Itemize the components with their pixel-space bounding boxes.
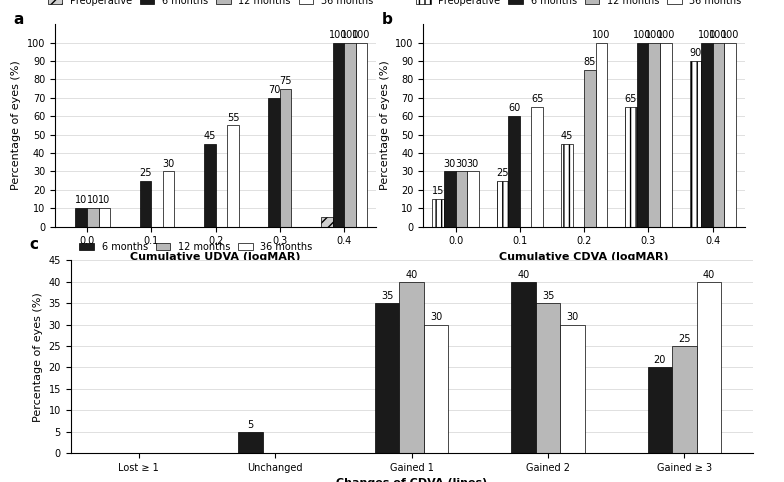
Bar: [508, 116, 520, 227]
Text: 85: 85: [583, 57, 596, 67]
Text: 45: 45: [204, 131, 216, 141]
Legend: Preoperative, 6 months, 12 months, 36 months: Preoperative, 6 months, 12 months, 36 mo…: [412, 0, 746, 10]
Text: 100: 100: [656, 30, 675, 40]
Bar: [697, 281, 721, 453]
Text: 30: 30: [162, 159, 175, 169]
Bar: [713, 42, 724, 227]
Bar: [724, 42, 736, 227]
Bar: [356, 42, 368, 227]
Bar: [456, 171, 467, 227]
Text: 10: 10: [98, 195, 111, 205]
Bar: [227, 125, 239, 227]
Bar: [424, 324, 448, 453]
Text: 25: 25: [496, 168, 509, 178]
Bar: [660, 42, 672, 227]
Text: 10: 10: [87, 195, 99, 205]
Bar: [496, 181, 508, 227]
Bar: [535, 303, 561, 453]
Text: c: c: [30, 237, 38, 252]
Text: 40: 40: [517, 269, 529, 280]
Text: 45: 45: [561, 131, 573, 141]
Bar: [238, 432, 263, 453]
Text: 100: 100: [329, 30, 347, 40]
Bar: [467, 171, 479, 227]
Bar: [511, 281, 535, 453]
Bar: [332, 42, 344, 227]
Bar: [432, 199, 444, 227]
Text: 100: 100: [720, 30, 739, 40]
Text: 30: 30: [466, 159, 479, 169]
Bar: [268, 98, 280, 227]
Bar: [672, 346, 697, 453]
Text: 10: 10: [75, 195, 87, 205]
Y-axis label: Percentage of eyes (%): Percentage of eyes (%): [379, 60, 390, 190]
Bar: [140, 181, 151, 227]
Text: 35: 35: [542, 291, 554, 301]
Bar: [648, 42, 660, 227]
X-axis label: Cumulative CDVA (logMAR): Cumulative CDVA (logMAR): [499, 252, 669, 262]
Legend: 6 months, 12 months, 36 months: 6 months, 12 months, 36 months: [75, 238, 317, 256]
Text: 5: 5: [248, 419, 254, 429]
Text: 35: 35: [381, 291, 394, 301]
Legend: Preoperative, 6 months, 12 months, 36 months: Preoperative, 6 months, 12 months, 36 mo…: [44, 0, 377, 10]
Text: 65: 65: [625, 94, 637, 104]
Bar: [399, 281, 424, 453]
X-axis label: Cumulative UDVA (logMAR): Cumulative UDVA (logMAR): [130, 252, 301, 262]
Bar: [444, 171, 456, 227]
Bar: [87, 208, 99, 227]
Bar: [321, 217, 332, 227]
Text: 100: 100: [645, 30, 663, 40]
Bar: [701, 42, 713, 227]
Bar: [625, 107, 637, 227]
Text: 30: 30: [444, 159, 456, 169]
Text: a: a: [13, 12, 24, 27]
Bar: [561, 324, 585, 453]
Text: 20: 20: [654, 355, 666, 365]
Text: 55: 55: [227, 113, 239, 122]
Bar: [204, 144, 216, 227]
Text: 30: 30: [456, 159, 467, 169]
Text: 100: 100: [633, 30, 652, 40]
Text: 100: 100: [710, 30, 728, 40]
Text: 100: 100: [341, 30, 359, 40]
Text: 60: 60: [508, 103, 520, 113]
Bar: [584, 70, 596, 227]
Bar: [280, 89, 292, 227]
Bar: [561, 144, 572, 227]
Y-axis label: Percentage of eyes (%): Percentage of eyes (%): [11, 60, 21, 190]
Text: 15: 15: [432, 186, 445, 196]
Bar: [344, 42, 356, 227]
Y-axis label: Percentage of eyes (%): Percentage of eyes (%): [33, 292, 43, 422]
Bar: [75, 208, 87, 227]
Text: 100: 100: [352, 30, 371, 40]
Text: 30: 30: [430, 312, 442, 322]
Text: 25: 25: [678, 334, 691, 344]
Bar: [99, 208, 111, 227]
Bar: [689, 61, 701, 227]
Bar: [637, 42, 648, 227]
Bar: [596, 42, 608, 227]
Text: 70: 70: [268, 85, 281, 95]
Bar: [648, 367, 672, 453]
Text: 90: 90: [689, 48, 702, 58]
Text: 75: 75: [279, 76, 292, 86]
Text: 100: 100: [698, 30, 716, 40]
Text: b: b: [382, 12, 393, 27]
X-axis label: Changes of CDVA (lines): Changes of CDVA (lines): [336, 478, 487, 482]
Text: 65: 65: [531, 94, 543, 104]
Bar: [163, 171, 175, 227]
Text: 30: 30: [567, 312, 579, 322]
Text: 40: 40: [405, 269, 418, 280]
Text: 25: 25: [140, 168, 152, 178]
Bar: [375, 303, 399, 453]
Text: 40: 40: [703, 269, 715, 280]
Bar: [532, 107, 543, 227]
Text: 100: 100: [592, 30, 611, 40]
